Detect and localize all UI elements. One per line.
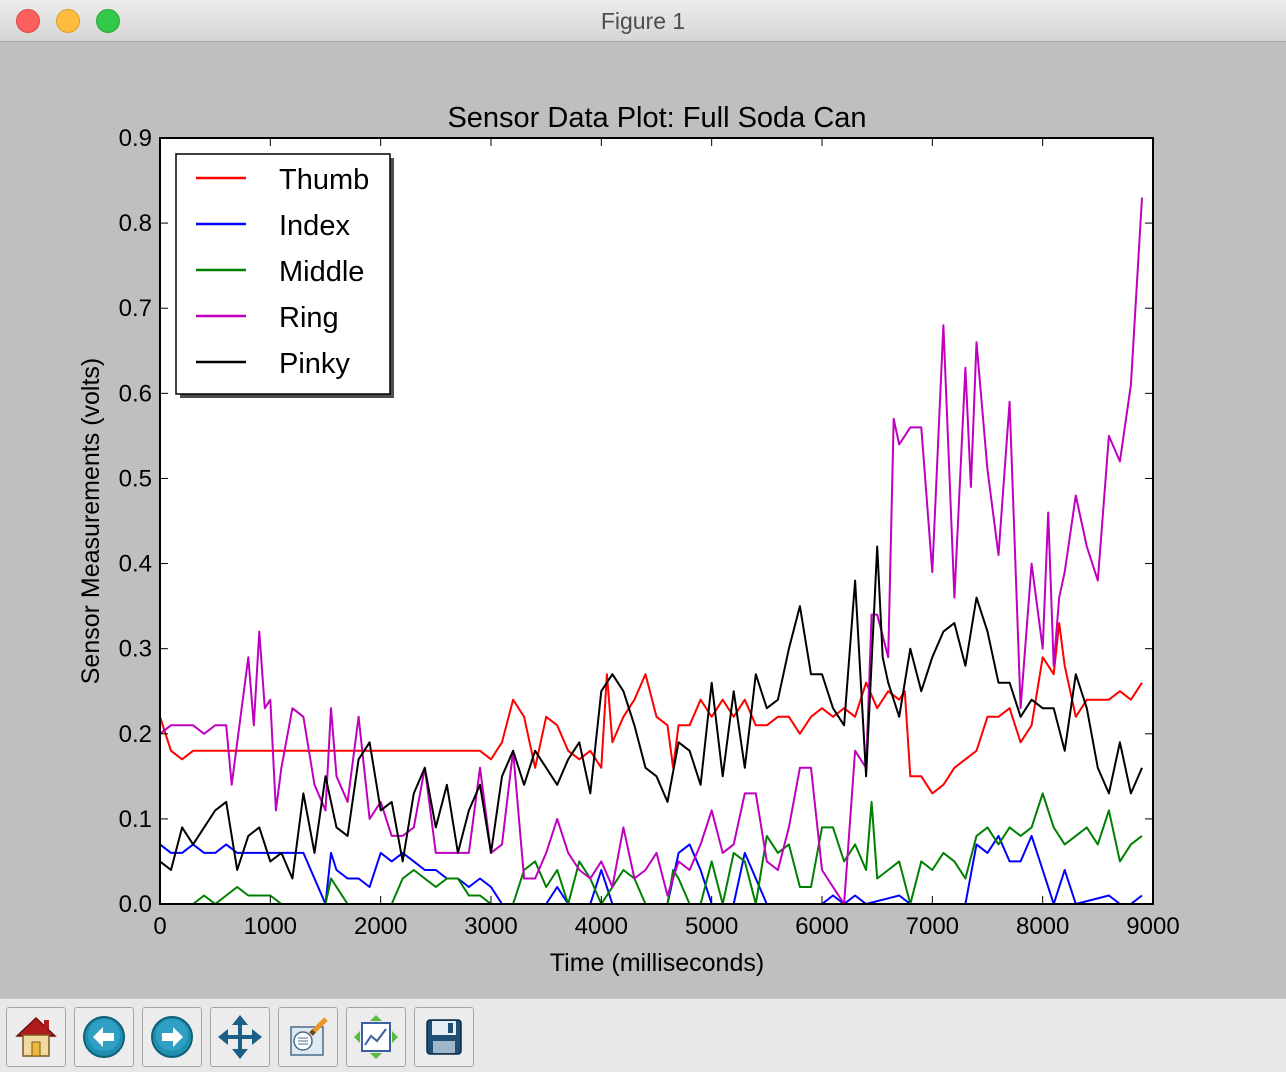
save-button[interactable]	[414, 1007, 474, 1067]
y-tick-label: 0.9	[119, 125, 152, 152]
x-tick-label: 3000	[464, 913, 517, 940]
x-tick-label: 2000	[354, 913, 407, 940]
figure-canvas: Sensor Data Plot: Full Soda Can 0 1000 200…	[0, 42, 1286, 998]
back-arrow-icon	[83, 1016, 125, 1058]
home-icon	[15, 1016, 57, 1057]
series-line-middle	[160, 792, 1143, 905]
y-tick-label: 0.4	[119, 551, 152, 578]
y-tick-label: 0.7	[119, 295, 152, 322]
forward-arrow-icon	[151, 1016, 193, 1058]
y-tick-label: 0.3	[119, 636, 152, 663]
y-tick-label: 0.6	[119, 380, 152, 407]
chart-title: Sensor Data Plot: Full Soda Can	[447, 102, 866, 134]
zoom-rectangle-icon	[290, 1017, 328, 1056]
series-line-pinky	[159, 545, 1143, 880]
legend-label-ring: Ring	[279, 302, 339, 334]
subplots-button[interactable]	[346, 1007, 406, 1067]
navigation-toolbar	[0, 998, 1286, 1072]
forward-button[interactable]	[142, 1007, 202, 1067]
axis-ticks: 0 1000 2000 3000 4000 5000 6000 7000 8000 9000 0.0…	[119, 125, 1180, 940]
x-tick-label: 7000	[906, 913, 959, 940]
x-tick-label: 6000	[795, 913, 848, 940]
x-tick-label: 5000	[685, 913, 738, 940]
y-tick-label: 0.1	[119, 806, 152, 833]
maximize-window-button[interactable]	[96, 9, 120, 33]
y-tick-label: 0.0	[119, 891, 152, 918]
y-tick-label: 0.8	[119, 210, 152, 237]
move-arrows-icon	[218, 1015, 262, 1059]
legend: Thumb Index Middle Ring Pinky	[175, 153, 394, 398]
x-tick-label: 0	[153, 913, 166, 940]
legend-label-index: Index	[279, 210, 350, 242]
window-title: Figure 1	[600, 8, 686, 34]
back-button[interactable]	[74, 1007, 134, 1067]
window-titlebar: Figure 1	[0, 0, 1286, 42]
legend-label-thumb: Thumb	[279, 164, 369, 196]
home-button[interactable]	[6, 1007, 66, 1067]
legend-box	[175, 153, 391, 395]
y-tick-label: 0.2	[119, 721, 152, 748]
line-chart: Sensor Data Plot: Full Soda Can 0 1000 200…	[77, 102, 1180, 977]
zoom-button[interactable]	[278, 1007, 338, 1067]
y-axis-label: Sensor Measurements (volts)	[77, 358, 105, 685]
x-tick-label: 8000	[1016, 913, 1069, 940]
x-tick-label: 1000	[244, 913, 297, 940]
series-line-ring	[159, 197, 1143, 905]
close-window-button[interactable]	[16, 9, 40, 33]
x-axis-label: Time (milliseconds)	[550, 949, 764, 977]
subplots-config-icon	[354, 1015, 398, 1059]
x-tick-label: 9000	[1126, 913, 1179, 940]
y-tick-label: 0.5	[119, 465, 152, 492]
plot-frame	[159, 137, 1154, 905]
minimize-window-button[interactable]	[56, 9, 80, 33]
legend-label-middle: Middle	[279, 256, 364, 288]
legend-label-pinky: Pinky	[279, 348, 350, 380]
pan-button[interactable]	[210, 1007, 270, 1067]
x-tick-label: 4000	[575, 913, 628, 940]
floppy-disk-icon	[426, 1019, 462, 1055]
legend-items: Thumb Index Middle Ring Pinky	[196, 164, 369, 380]
